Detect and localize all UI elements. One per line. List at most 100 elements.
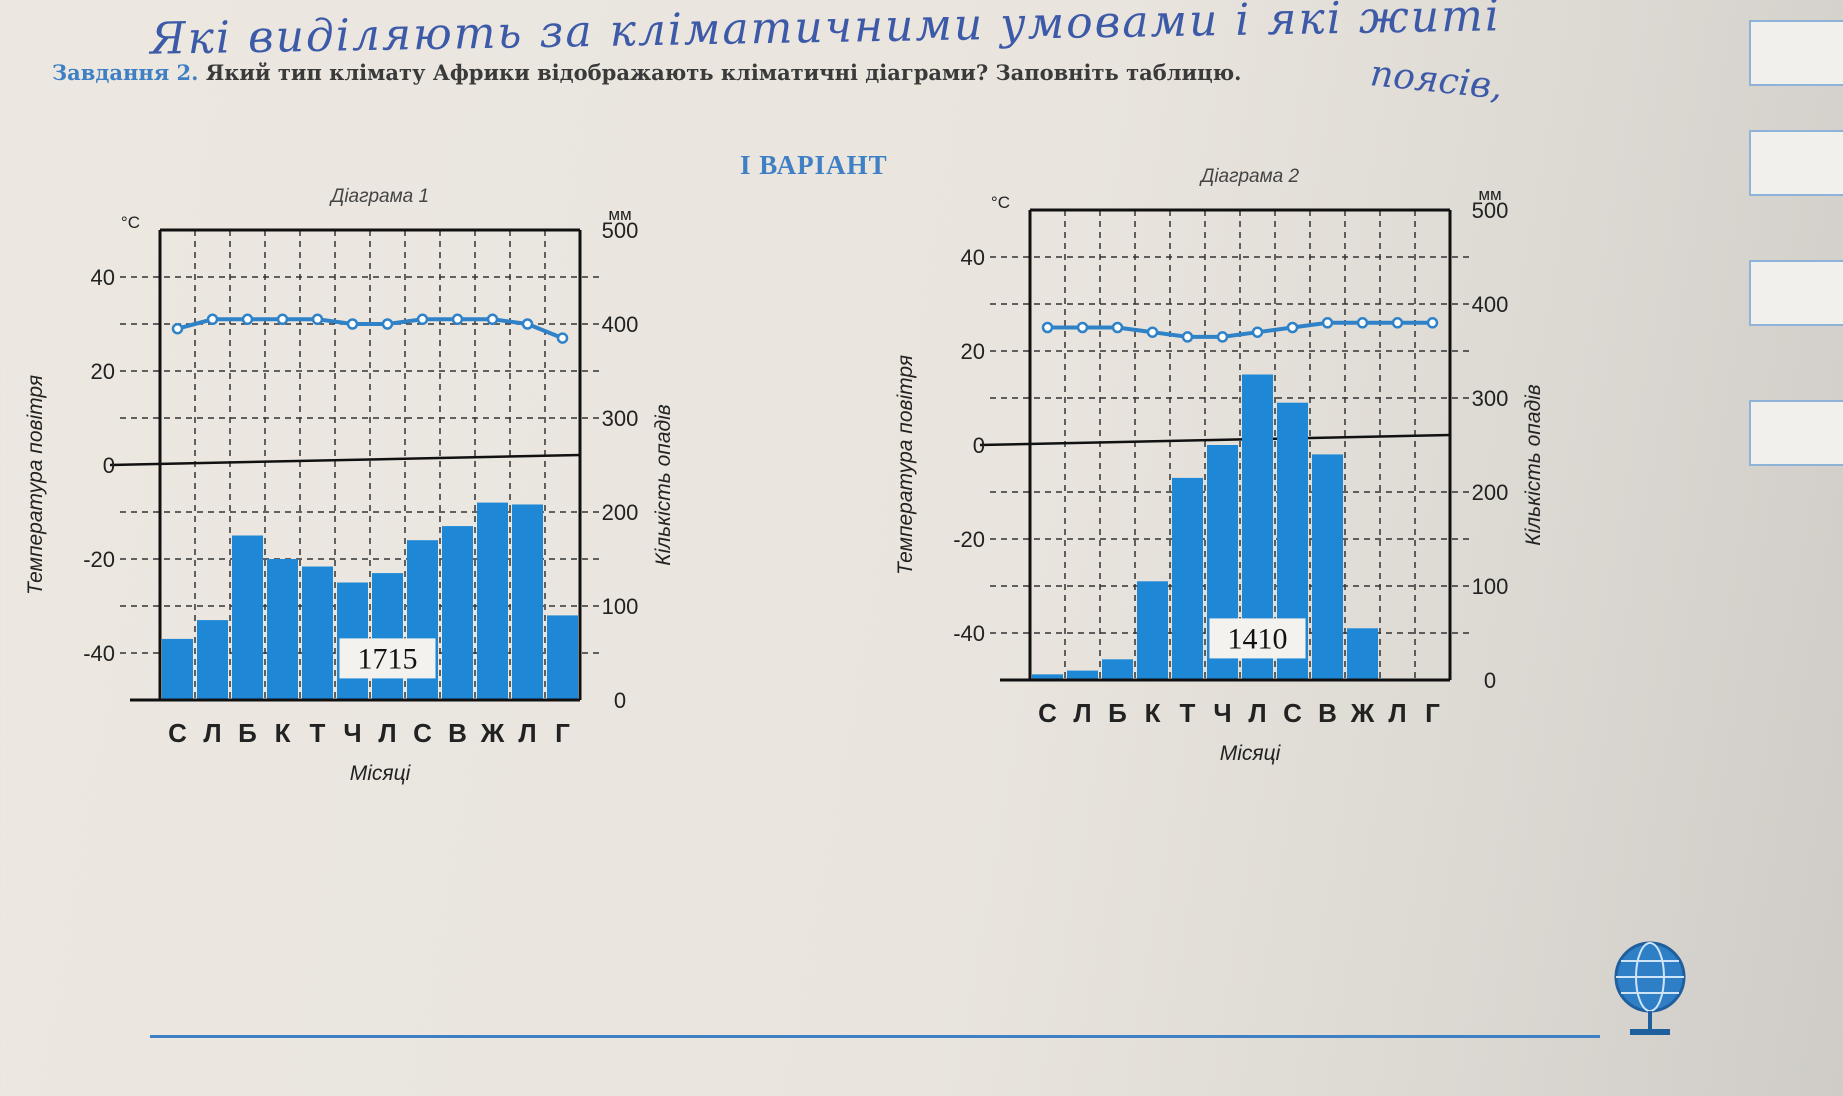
y-axis-label-right: Кількість опадів — [1522, 384, 1545, 546]
month-label: С — [1283, 698, 1302, 728]
tick-label-right: 400 — [1472, 292, 1509, 317]
task-number: Завдання 2. — [52, 60, 199, 85]
tick-label-left: -40 — [953, 621, 985, 646]
month-label: Ж — [480, 718, 505, 748]
handwritten-note: Які виділяють за кліматичними умовами і … — [149, 0, 1502, 65]
divider — [150, 1035, 1600, 1038]
tick-label-right: 100 — [1472, 574, 1509, 599]
temperature-point — [416, 313, 429, 326]
month-label: К — [275, 718, 291, 748]
tick-label-left: -20 — [953, 527, 985, 552]
task-text: Який тип клімату Африки відображають клі… — [205, 60, 1242, 85]
temperature-point — [1041, 321, 1054, 334]
tick-label-left: 0 — [973, 433, 985, 458]
temperature-point — [206, 313, 219, 326]
temperature-point — [486, 313, 499, 326]
tick-label-right: 300 — [602, 406, 639, 431]
answer-box — [1749, 400, 1843, 466]
temperature-point — [381, 318, 394, 330]
precipitation-bar — [302, 566, 333, 700]
temperature-point — [521, 318, 534, 330]
annual-total: 1410 — [1228, 622, 1288, 655]
variant-title: І ВАРІАНТ — [740, 150, 888, 180]
temperature-point — [311, 313, 324, 326]
answer-box — [1749, 130, 1843, 196]
tick-label-right: 0 — [614, 688, 626, 713]
precipitation-bar — [267, 559, 298, 700]
tick-label-right: 200 — [1472, 480, 1509, 505]
month-label: Т — [310, 718, 326, 748]
month-label: Л — [378, 718, 396, 748]
tick-label-right: 400 — [602, 312, 639, 337]
handwritten-note-2: поясів, — [1368, 53, 1505, 108]
tick-label-right: 100 — [602, 594, 639, 619]
temperature-point — [1251, 326, 1264, 338]
temperature-point — [1146, 326, 1159, 338]
month-label: Б — [1108, 698, 1127, 728]
tick-label-right: 200 — [602, 500, 639, 525]
unit-right: мм — [608, 205, 631, 224]
month-label: В — [448, 718, 467, 748]
precipitation-bar — [372, 573, 403, 700]
temperature-point — [1111, 321, 1124, 334]
month-label: С — [413, 718, 432, 748]
unit-right: мм — [1478, 185, 1501, 204]
temperature-point — [1356, 317, 1369, 329]
month-label: В — [1318, 698, 1337, 728]
answer-box — [1749, 20, 1843, 86]
month-label: Ч — [1213, 698, 1231, 728]
precipitation-bar — [1172, 477, 1203, 680]
task-heading: Завдання 2. Який тип клімату Африки відо… — [52, 60, 1241, 85]
precipitation-bar — [1067, 670, 1098, 680]
precipitation-bar — [162, 638, 193, 700]
annual-total-box — [1209, 618, 1306, 659]
x-axis-label: Місяці — [1220, 742, 1282, 765]
tick-label-right: 0 — [1484, 668, 1496, 693]
answer-box — [1749, 260, 1843, 326]
precipitation-bar — [477, 502, 508, 700]
month-label: Ж — [1350, 698, 1375, 728]
chart-title: Діаграма 1 — [329, 186, 429, 207]
annual-total-box — [339, 638, 436, 679]
tick-label-right: 300 — [1472, 386, 1509, 411]
month-label: Б — [238, 718, 257, 748]
month-label: Л — [1073, 698, 1091, 728]
temperature-point — [1391, 317, 1404, 329]
temperature-point — [241, 313, 254, 326]
precipitation-bar — [1312, 454, 1343, 680]
tick-label-right: 500 — [602, 218, 639, 243]
month-label: Т — [1180, 698, 1196, 728]
precipitation-bar — [547, 615, 578, 700]
month-label: К — [1145, 698, 1161, 728]
precipitation-bar — [1102, 659, 1133, 680]
temperature-point — [1286, 321, 1299, 334]
temperature-point — [171, 322, 184, 335]
tick-label-left: 40 — [91, 265, 115, 290]
temperature-point — [1216, 331, 1229, 343]
precipitation-bar — [1032, 674, 1063, 680]
temperature-point — [1181, 331, 1194, 343]
temperature-line — [1047, 320, 1433, 339]
x-axis-label: Місяці — [350, 762, 412, 785]
unit-left: °C — [991, 193, 1010, 212]
month-label: С — [168, 718, 187, 748]
tick-label-left: 0 — [103, 453, 115, 478]
y-axis-label-left: Температура повітря — [24, 375, 47, 595]
precipitation-bar — [1347, 628, 1378, 680]
temperature-line — [176, 317, 564, 340]
annual-total: 1715 — [358, 642, 418, 675]
unit-left: °C — [121, 213, 140, 232]
tick-label-left: 20 — [91, 359, 115, 384]
precipitation-bar — [1137, 581, 1168, 680]
temperature-point — [1321, 317, 1334, 329]
month-label: Л — [1248, 698, 1266, 728]
temperature-point — [346, 318, 359, 330]
month-label: Л — [1388, 698, 1406, 728]
y-axis-label-right: Кількість опадів — [652, 404, 675, 566]
temperature-point — [451, 313, 464, 326]
temperature-point — [1076, 321, 1089, 334]
precipitation-bar — [232, 535, 263, 700]
precipitation-bar — [512, 504, 543, 700]
chart-title: Діаграма 2 — [1199, 166, 1300, 187]
